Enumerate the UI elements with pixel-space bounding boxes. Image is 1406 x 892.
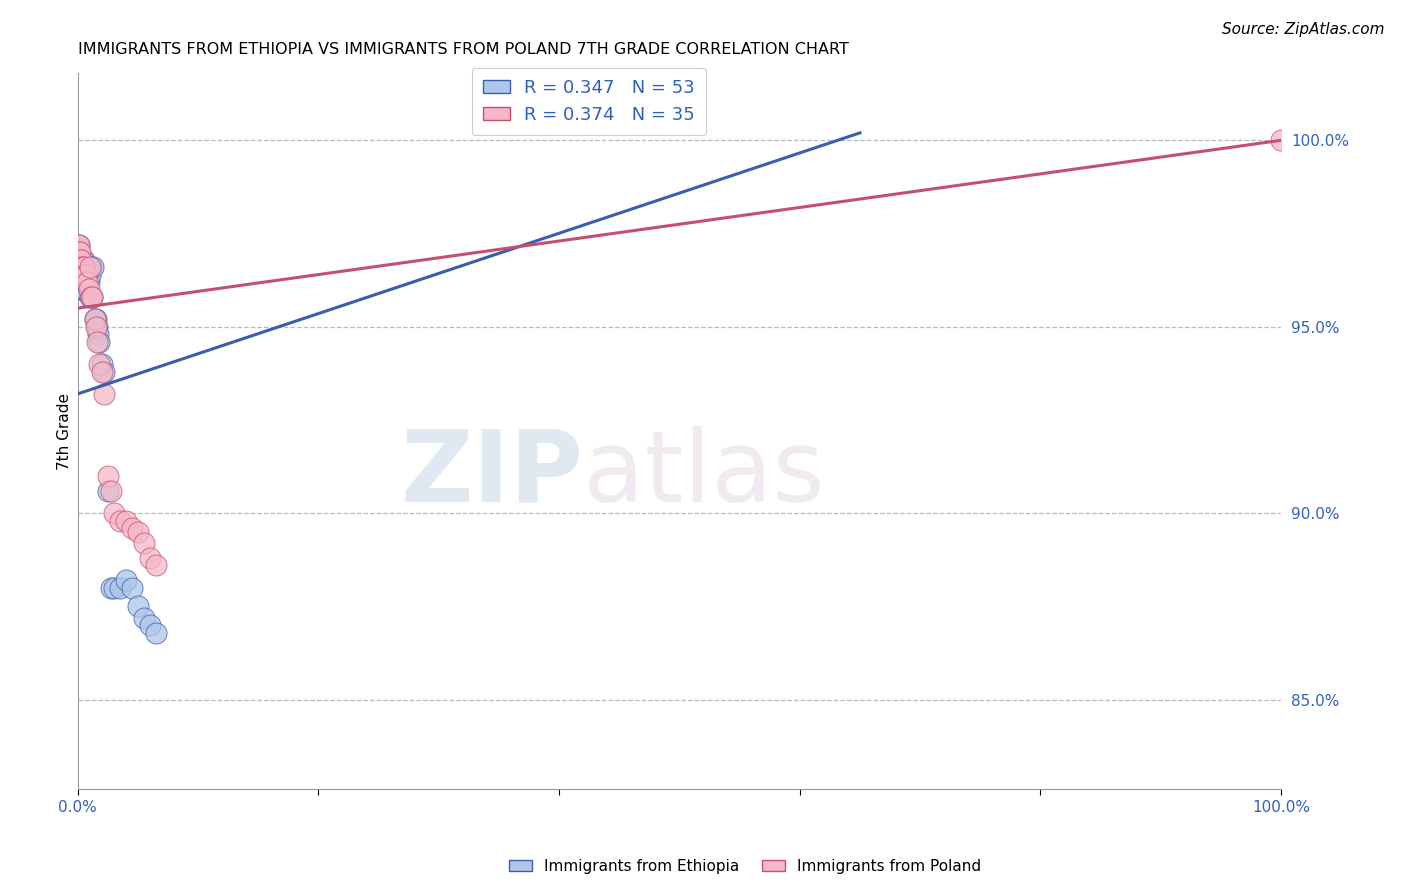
Point [66,283,89,297]
Point [70,260,93,274]
Point [83,312,105,326]
Point [73,268,96,282]
Point [73,268,96,282]
Legend: Immigrants from Ethiopia, Immigrants from Poland: Immigrants from Ethiopia, Immigrants fro… [503,853,987,880]
Point [103,506,125,520]
Point [100,483,122,498]
Point [127,599,149,614]
Point [69,252,91,267]
Point [75,260,97,274]
Point [72,252,94,267]
Point [100,581,122,595]
Point [76,275,98,289]
Point [139,618,162,632]
Point [69,260,91,274]
Point [77,275,100,289]
Point [79,260,101,274]
Point [69,252,91,267]
Point [80,290,103,304]
Point [139,551,162,566]
Point [66,252,89,267]
Point [90,357,112,371]
Point [86,319,108,334]
Point [72,260,94,274]
Point [70,260,93,274]
Y-axis label: 7th Grade: 7th Grade [58,392,72,470]
Point [79,268,101,282]
Point [73,252,96,267]
Text: Source: ZipAtlas.com: Source: ZipAtlas.com [1222,22,1385,37]
Point [73,260,96,274]
Point [75,268,97,282]
Point [97,483,120,498]
Point [121,521,143,535]
Point [70,268,93,282]
Text: atlas: atlas [583,425,825,523]
Point [89,334,111,349]
Point [67,245,90,260]
Point [103,581,125,595]
Point [84,312,107,326]
Point [70,283,93,297]
Point [73,260,96,274]
Point [89,357,111,371]
Point [69,245,91,260]
Point [121,581,143,595]
Point [77,283,100,297]
Point [67,237,90,252]
Point [93,387,115,401]
Point [73,275,96,289]
Point [97,469,120,483]
Point [75,275,97,289]
Point [90,364,112,378]
Point [132,610,155,624]
Point [72,268,94,282]
Point [66,268,89,282]
Point [80,260,103,274]
Point [93,364,115,378]
Point [82,290,104,304]
Point [66,245,89,260]
Point [73,260,96,274]
Point [70,275,93,289]
Point [82,290,104,304]
Point [115,514,138,528]
Point [108,514,131,528]
Point [76,260,98,274]
Point [82,260,104,274]
Point [145,625,167,640]
Text: ZIP: ZIP [401,425,583,523]
Point [108,581,131,595]
Point [79,290,101,304]
Point [73,283,96,297]
Point [76,268,98,282]
Point [127,524,149,539]
Point [115,574,138,588]
Point [86,334,108,349]
Point [66,237,89,252]
Point [70,252,93,267]
Point [72,260,94,274]
Point [73,275,96,289]
Point [1270,133,1292,147]
Point [87,327,110,342]
Point [66,245,89,260]
Text: IMMIGRANTS FROM ETHIOPIA VS IMMIGRANTS FROM POLAND 7TH GRADE CORRELATION CHART: IMMIGRANTS FROM ETHIOPIA VS IMMIGRANTS F… [77,42,849,57]
Point [84,319,107,334]
Point [66,275,89,289]
Point [75,268,97,282]
Point [67,237,90,252]
Point [132,536,155,550]
Point [73,268,96,282]
Point [66,260,89,274]
Point [145,558,167,573]
Point [79,260,101,274]
Point [83,312,105,326]
Point [72,268,94,282]
Legend: R = 0.347   N = 53, R = 0.374   N = 35: R = 0.347 N = 53, R = 0.374 N = 35 [472,68,706,135]
